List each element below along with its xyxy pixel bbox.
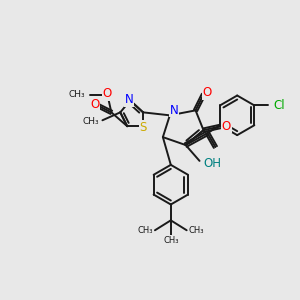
Text: CH₃: CH₃	[163, 236, 178, 245]
Text: O: O	[203, 86, 212, 99]
Text: N: N	[169, 104, 178, 117]
Text: Cl: Cl	[273, 99, 285, 112]
Text: O: O	[90, 98, 99, 111]
Text: CH₃: CH₃	[69, 90, 85, 99]
Text: OH: OH	[203, 158, 221, 170]
Text: CH₃: CH₃	[137, 226, 153, 235]
Text: CH₃: CH₃	[189, 226, 204, 235]
Text: O: O	[103, 87, 112, 100]
Text: S: S	[140, 121, 147, 134]
Text: O: O	[222, 120, 231, 133]
Text: CH₃: CH₃	[83, 117, 100, 126]
Text: N: N	[125, 93, 134, 106]
